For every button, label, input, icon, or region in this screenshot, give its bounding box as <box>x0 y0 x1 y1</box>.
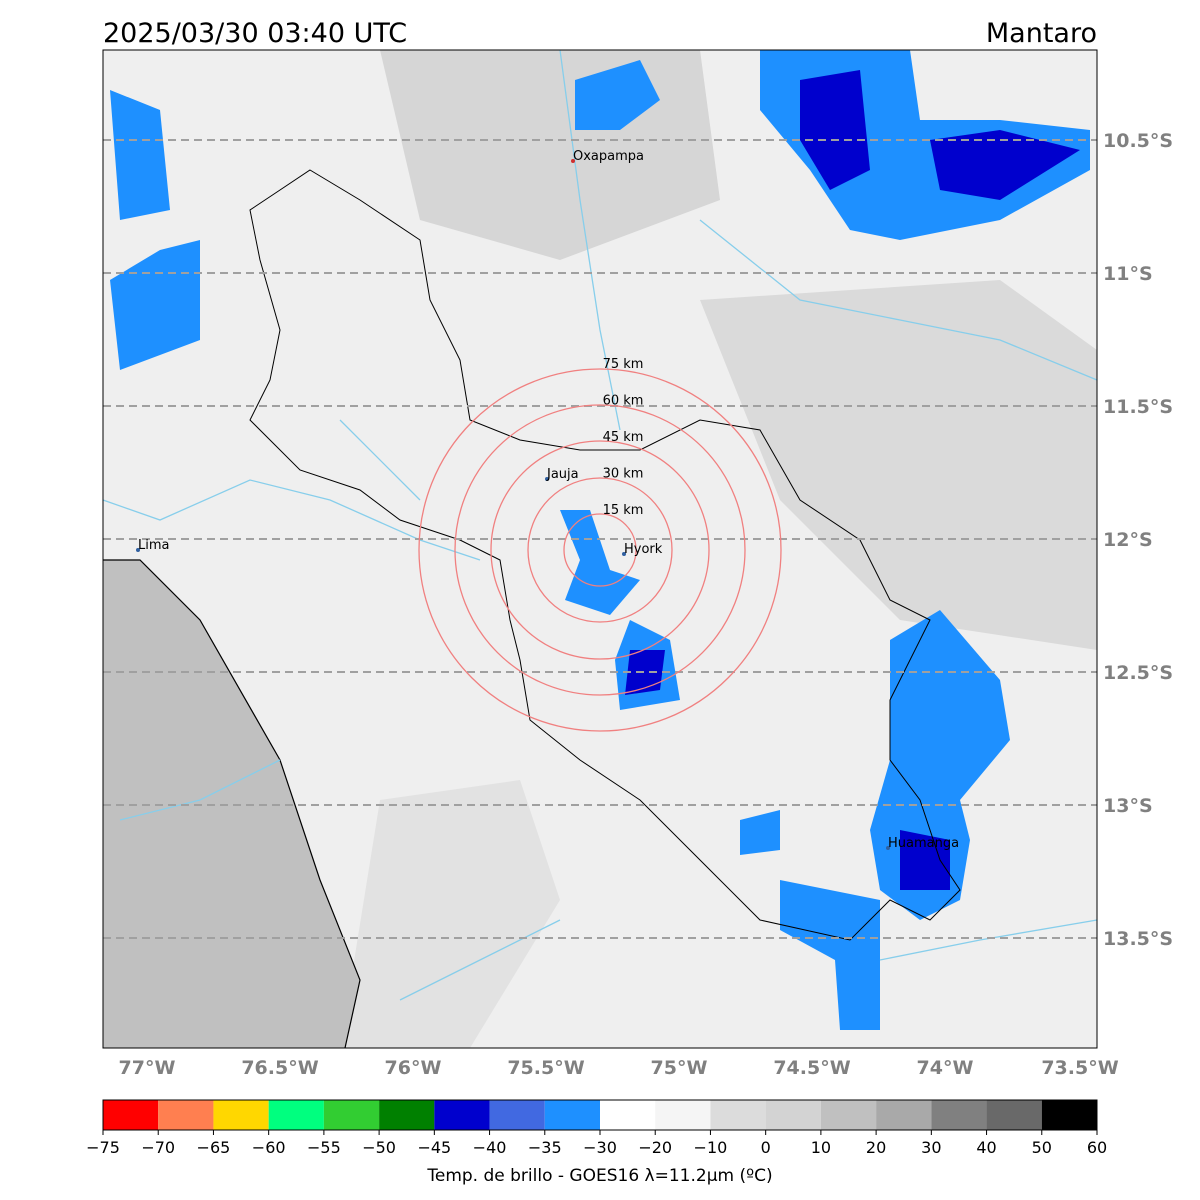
place-marker <box>622 552 626 556</box>
colorbar-segment <box>710 1100 766 1130</box>
colorbar-label: 50 <box>1032 1138 1052 1157</box>
ring-label: 15 km <box>603 503 644 518</box>
range-ring <box>527 477 673 623</box>
colorbar-label: −30 <box>583 1138 617 1157</box>
ring-label: 45 km <box>603 430 644 445</box>
range-ring <box>418 368 782 732</box>
colorbar-segment <box>1041 1100 1097 1130</box>
colorbar-label: 40 <box>976 1138 996 1157</box>
colorbar-segment <box>820 1100 877 1130</box>
colorbar-label: −55 <box>307 1138 341 1157</box>
colorbar-segment <box>931 1100 987 1130</box>
colorbar-label: −65 <box>197 1138 231 1157</box>
colorbar-label: 0 <box>761 1138 771 1157</box>
place-marker <box>886 846 890 850</box>
lat-label: 12.5°S <box>1103 662 1173 684</box>
colorbar-label: −50 <box>362 1138 396 1157</box>
lat-label: 10.5°S <box>1103 130 1173 152</box>
colorbar-segment <box>986 1100 1042 1130</box>
ocean-area <box>103 560 360 1048</box>
colorbar-segment <box>213 1100 269 1130</box>
place-marker <box>571 159 575 163</box>
lon-label: 75.5°W <box>507 1057 584 1079</box>
colorbar-segment <box>379 1100 435 1130</box>
cold-cloud <box>740 810 880 1030</box>
colorbar-segment <box>765 1100 821 1130</box>
colorbar: −75 −70 −65 −60 −55 −50 −45 −40 −35 −30 −20 −10 0 10 2… <box>86 1099 1107 1157</box>
lat-label: 13.5°S <box>1103 928 1173 950</box>
colorbar-title: Temp. de brillo - GOES16 λ=11.2μm (ºC) <box>426 1166 772 1186</box>
lat-label: 13°S <box>1103 795 1153 817</box>
place-label: Lima <box>138 538 169 553</box>
basin-boundary <box>249 169 961 941</box>
lat-label: 12°S <box>1103 529 1153 551</box>
colorbar-segment <box>489 1100 545 1130</box>
colorbar-segment <box>544 1100 600 1130</box>
map-frame <box>102 49 1098 1049</box>
place-label: Jauja <box>546 467 579 482</box>
lon-label: 73.5°W <box>1041 1057 1118 1079</box>
colorbar-label: −70 <box>141 1138 175 1157</box>
lon-label: 74°W <box>917 1057 974 1079</box>
lat-label: 11°S <box>1103 263 1153 285</box>
lon-label: 76°W <box>385 1057 442 1079</box>
colorbar-label: −45 <box>417 1138 451 1157</box>
place-label: Huamanga <box>888 836 959 851</box>
place-marker <box>136 548 140 552</box>
colorbar-label: 30 <box>921 1138 941 1157</box>
cold-cloud-core <box>900 830 950 890</box>
ring-label: 60 km <box>603 394 644 409</box>
cold-cloud <box>575 60 660 130</box>
cloud-patch <box>340 780 560 1048</box>
title: 2025/03/30 03:40 UTC <box>103 18 407 49</box>
places: Oxapampa Jauja Hyork Lima Huamanga <box>136 149 959 851</box>
cloud-patch <box>700 280 1097 650</box>
colorbar-label: −10 <box>694 1138 728 1157</box>
place-marker <box>545 477 549 481</box>
cold-cloud <box>560 510 640 615</box>
place-label: Oxapampa <box>573 149 644 164</box>
colorbar-segment <box>600 1100 656 1130</box>
colorbar-segment <box>268 1100 324 1130</box>
colorbar-label: −75 <box>86 1138 120 1157</box>
colorbar-label: 20 <box>866 1138 886 1157</box>
range-ring <box>563 513 637 587</box>
cold-cloud <box>110 90 200 370</box>
ring-label: 75 km <box>603 357 644 372</box>
lon-label: 75°W <box>651 1057 708 1079</box>
ring-label: 30 km <box>603 467 644 482</box>
colorbar-segment <box>323 1100 380 1130</box>
map <box>102 49 1098 1049</box>
colorbar-segment <box>876 1100 932 1130</box>
gridlines: 10.5°S 11°S 11.5°S 12°S 12.5°S 13°S 13.5°S 77°W… <box>103 130 1173 1079</box>
range-rings: 15 km 30 km 45 km 60 km 75 km <box>418 357 782 732</box>
place-label: Hyork <box>624 542 663 557</box>
colorbar-segment <box>655 1100 711 1130</box>
colorbar-label: −20 <box>638 1138 672 1157</box>
river <box>102 49 1098 1001</box>
region: Mantaro <box>986 18 1097 49</box>
colorbar-label: −40 <box>473 1138 507 1157</box>
colorbar-label: −60 <box>252 1138 286 1157</box>
colorbar-label: 10 <box>811 1138 831 1157</box>
lat-label: 11.5°S <box>1103 396 1173 418</box>
colorbar-segment <box>103 1100 159 1130</box>
colorbar-label: 60 <box>1087 1138 1107 1157</box>
cold-cloud-core <box>800 70 1080 200</box>
range-ring <box>454 404 746 696</box>
colorbar-segment <box>158 1100 214 1130</box>
colorbar-segment <box>434 1100 490 1130</box>
lon-label: 74.5°W <box>773 1057 850 1079</box>
lon-label: 77°W <box>119 1057 176 1079</box>
lon-label: 76.5°W <box>241 1057 318 1079</box>
range-ring <box>490 440 710 660</box>
colorbar-label: −35 <box>528 1138 562 1157</box>
